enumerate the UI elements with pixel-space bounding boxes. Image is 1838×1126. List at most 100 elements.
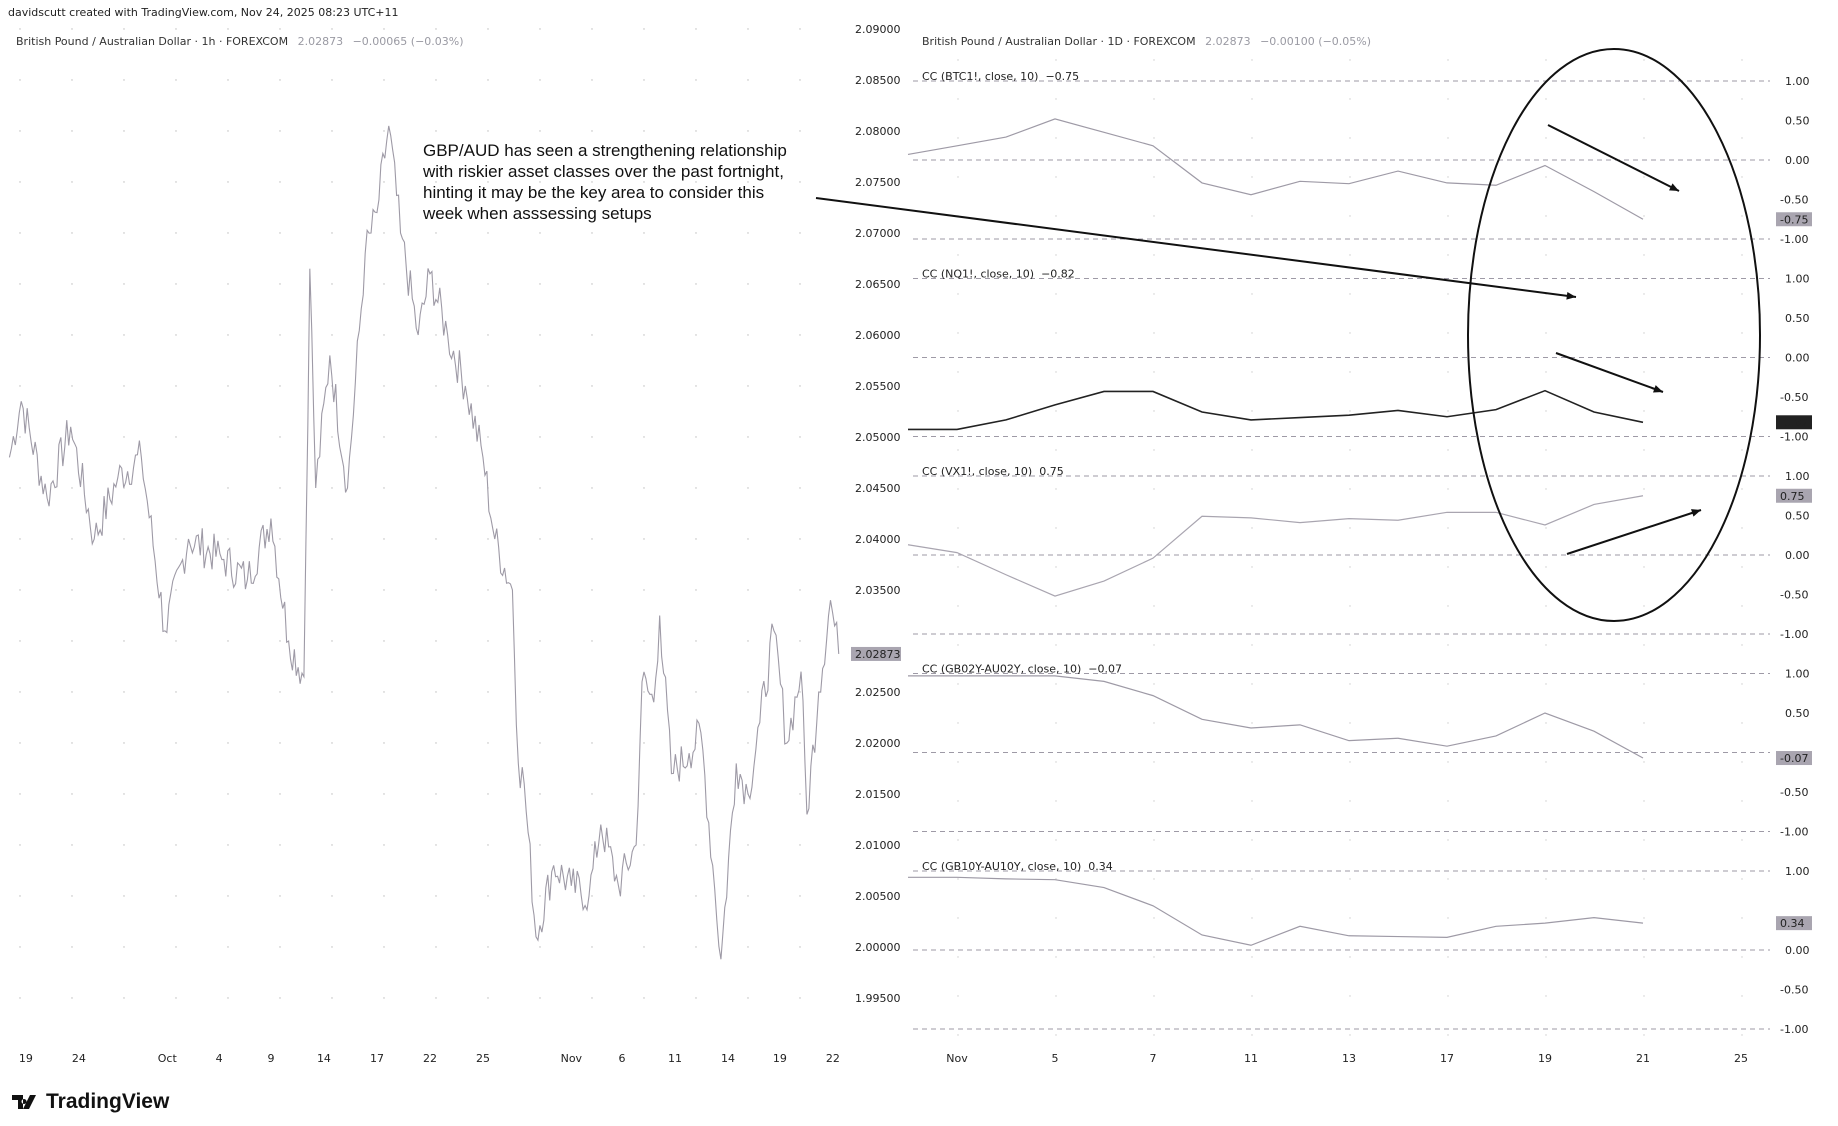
time-axis-label: 22 [826, 1052, 840, 1065]
time-axis-label: 5 [1052, 1052, 1059, 1065]
grid-dot [539, 130, 541, 132]
grid-dot [695, 181, 697, 183]
grid-dot [1447, 332, 1449, 334]
grid-dot [1545, 176, 1547, 178]
grid-dot [747, 28, 749, 30]
grid-dot [957, 1034, 959, 1036]
grid-dot [175, 895, 177, 897]
tradingview-logo[interactable]: TradingView [12, 1090, 169, 1114]
grid-dot [539, 997, 541, 999]
pane-axis-label: 0.00 [1785, 944, 1810, 957]
grid-dot [435, 487, 437, 489]
grid-dot [227, 640, 229, 642]
grid-dot [435, 997, 437, 999]
grid-dot [331, 589, 333, 591]
pane-axis-label: -1.00 [1780, 1023, 1808, 1036]
grid-dot [643, 130, 645, 132]
time-axis-label: 24 [72, 1052, 86, 1065]
right-price: 2.02873 [1205, 35, 1251, 48]
grid-dot [957, 371, 959, 373]
grid-dot [279, 997, 281, 999]
grid-dot [435, 130, 437, 132]
grid-dot [1741, 527, 1743, 529]
grid-dot [1741, 98, 1743, 100]
grid-dot [383, 130, 385, 132]
grid-dot [19, 181, 21, 183]
time-axis-label: 11 [1244, 1052, 1258, 1065]
grid-dot [1251, 878, 1253, 880]
grid-dot [383, 487, 385, 489]
grid-dot [175, 487, 177, 489]
arrow-icon [1547, 124, 1680, 192]
grid-dot [957, 59, 959, 61]
grid-dot [487, 334, 489, 336]
grid-dot [383, 28, 385, 30]
grid-dot [539, 487, 541, 489]
grid-dot [1251, 722, 1253, 724]
grid-dot [487, 181, 489, 183]
grid-dot [1643, 917, 1645, 919]
grid-dot [1251, 137, 1253, 139]
grid-dot [539, 181, 541, 183]
grid-dot [435, 334, 437, 336]
grid-dot [1643, 371, 1645, 373]
pane-axis-label: 0.50 [1785, 115, 1810, 128]
grid-dot [1447, 410, 1449, 412]
pane-legend-value: −0.82 [1041, 268, 1075, 281]
grid-dot [695, 589, 697, 591]
grid-dot [1741, 566, 1743, 568]
time-axis-label: 19 [773, 1052, 787, 1065]
arrow-head-icon [1691, 509, 1701, 517]
grid-dot [1349, 488, 1351, 490]
grid-dot [383, 79, 385, 81]
grid-dot [175, 844, 177, 846]
grid-dot [643, 640, 645, 642]
grid-dot [539, 232, 541, 234]
grid-dot [71, 895, 73, 897]
grid-dot [957, 839, 959, 841]
grid-dot [799, 742, 801, 744]
grid-dot [123, 793, 125, 795]
grid-dot [1545, 527, 1547, 529]
grid-dot [1055, 566, 1057, 568]
left-price: 2.02873 [297, 35, 344, 48]
grid-dot [1447, 761, 1449, 763]
price-axis-label: 2.06000 [855, 329, 901, 342]
right-symbol[interactable]: British Pound / Australian Dollar · 1D ·… [922, 35, 1196, 48]
grid-dot [331, 130, 333, 132]
grid-dot [643, 232, 645, 234]
grid-dot [539, 538, 541, 540]
grid-dot [1055, 332, 1057, 334]
grid-dot [1447, 98, 1449, 100]
grid-dot [1447, 878, 1449, 880]
grid-dot [1545, 722, 1547, 724]
time-axis-label: 14 [721, 1052, 735, 1065]
pane-axis-label: 0.00 [1785, 154, 1810, 167]
grid-dot [435, 640, 437, 642]
grid-dot [1251, 371, 1253, 373]
grid-dot [747, 283, 749, 285]
grid-dot [331, 232, 333, 234]
grid-dot [539, 436, 541, 438]
grid-dot [591, 334, 593, 336]
grid-dot [747, 895, 749, 897]
grid-dot [175, 793, 177, 795]
grid-dot [643, 181, 645, 183]
time-axis-label: 22 [423, 1052, 437, 1065]
grid-dot [1251, 917, 1253, 919]
arrow-head-icon [1669, 183, 1679, 191]
grid-dot [1643, 1034, 1645, 1036]
grid-dot [1349, 566, 1351, 568]
time-axis-label: 17 [1440, 1052, 1454, 1065]
grid-dot [487, 691, 489, 693]
grid-dot [747, 844, 749, 846]
highlight-ellipse [1467, 48, 1761, 622]
grid-dot [175, 997, 177, 999]
grid-dot [71, 946, 73, 948]
grid-dot [435, 436, 437, 438]
price-axis-label: 2.01500 [855, 788, 901, 801]
time-axis-label: 6 [618, 1052, 625, 1065]
left-symbol[interactable]: British Pound / Australian Dollar · 1h ·… [16, 35, 289, 48]
grid-dot [695, 793, 697, 795]
